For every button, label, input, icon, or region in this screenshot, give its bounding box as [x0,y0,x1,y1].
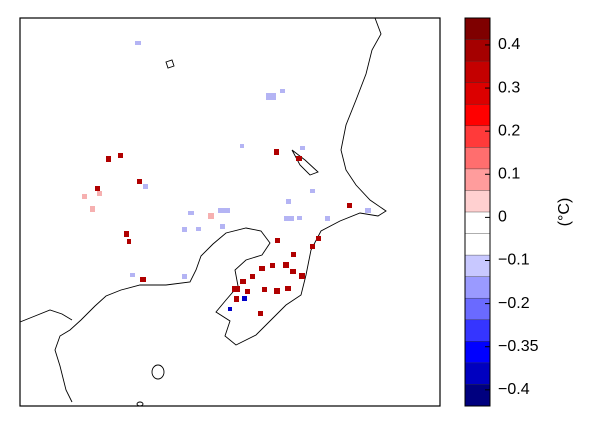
colorbar-tick-label: 0.2 [498,122,520,139]
colorbar-bin [465,233,490,256]
colorbar-bin [465,190,490,213]
colorbar-bin [465,61,490,83]
colorbar-tick-label: −0.2 [498,295,530,312]
colorbar-bin [465,147,490,170]
coastline [19,17,387,407]
colorbar-tick-label: −0.4 [498,381,530,398]
colorbar-bin [465,212,490,234]
colorbar-tick-label: −0.35 [498,338,539,355]
colorbar-bin [465,18,490,40]
colorbar-bin [465,362,490,385]
colorbar-bin [465,298,490,321]
colorbar-bin [465,82,490,105]
colorbar-bin [465,341,490,364]
colorbar-bin [465,104,490,127]
colorbar-bin [465,168,490,191]
colorbar-bin [465,125,490,148]
colorbar-tick-label: 0 [498,209,507,226]
colorbar-bin [465,319,490,342]
colorbar-tick-label: −0.1 [498,252,530,269]
colorbar-bin [465,276,490,299]
colorbar-bin [465,384,490,407]
colorbar-bin [465,255,490,277]
colorbar-tick-label: 0.4 [498,36,520,53]
colorbar-frame [464,17,491,407]
colorbar-bin [465,39,490,62]
colorbar-tick-label: 0.3 [498,79,520,96]
colorbar: 0.4 0.3 0.2 0.1 0 −0.1 −0.2 −0.35 −0.4 [464,17,539,407]
colorbar-tick-label: 0.1 [498,165,520,182]
colorbar-label: (°C) [556,198,573,227]
grid-cells [82,41,371,316]
